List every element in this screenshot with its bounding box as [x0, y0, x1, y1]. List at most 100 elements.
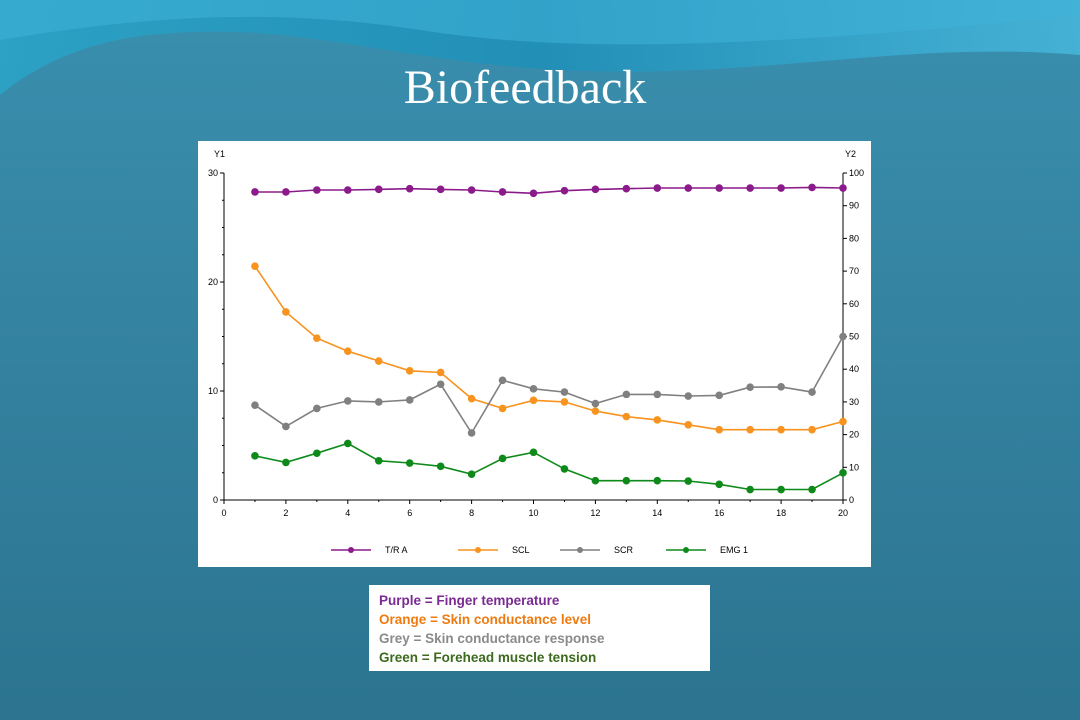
data-point [591, 476, 600, 485]
data-point [313, 334, 321, 342]
data-point [715, 184, 723, 192]
series-line [255, 186, 844, 195]
data-point [251, 401, 259, 409]
data-point [653, 184, 662, 192]
data-point [529, 385, 538, 393]
legend-label: SCR [614, 545, 634, 555]
legend-note-green: Green = Forehead muscle tension [379, 650, 597, 665]
legend-note-purple: Purple = Finger temperature [379, 593, 560, 608]
y2-tick-label: 60 [849, 299, 859, 309]
data-point [684, 184, 693, 192]
data-point [808, 183, 816, 192]
data-point [684, 420, 693, 429]
x-tick-label: 18 [776, 508, 786, 518]
data-point [313, 404, 321, 413]
data-point [467, 429, 476, 437]
data-point [374, 398, 383, 406]
data-point [715, 425, 723, 434]
data-point [436, 368, 445, 377]
data-point [313, 186, 321, 194]
data-point [374, 456, 383, 465]
data-point [684, 392, 693, 400]
y2-tick-label: 10 [849, 462, 859, 472]
data-point [591, 407, 600, 415]
data-point [777, 184, 785, 192]
y2-tick-label: 30 [849, 397, 859, 407]
data-point [622, 476, 631, 485]
legend-note-orange: Orange = Skin conductance level [379, 612, 591, 627]
x-tick-label: 2 [283, 508, 288, 518]
legend-swatch-marker [475, 547, 481, 553]
data-point [529, 396, 538, 405]
data-point [251, 188, 259, 196]
data-point [344, 397, 352, 405]
y2-axis-title: Y2 [845, 149, 856, 159]
data-point [777, 383, 785, 391]
legend-swatch-marker [577, 547, 583, 553]
data-point [622, 184, 631, 193]
legend-swatch-marker [683, 547, 689, 553]
line-chart: Y1 Y2 0 10 20 30 0 10 20 30 40 50 60 70 80 90 100 0 2 4 6 8 10… [208, 149, 864, 555]
data-point [282, 458, 290, 467]
data-point [746, 383, 754, 391]
legend-label: EMG 1 [720, 545, 748, 555]
y1-tick-label: 10 [208, 386, 218, 396]
data-point [529, 448, 538, 457]
y2-tick-label: 90 [849, 201, 859, 211]
data-point [498, 188, 507, 196]
data-point [591, 185, 600, 194]
slide-title: Biofeedback [403, 61, 647, 114]
data-point [498, 454, 507, 463]
data-point [251, 262, 259, 270]
data-point [777, 425, 785, 434]
data-point [405, 459, 414, 467]
x-tick-label: 4 [345, 508, 350, 518]
data-point [498, 404, 507, 413]
data-point [839, 417, 847, 426]
data-point [436, 380, 445, 389]
data-point [591, 399, 600, 408]
y2-tick-label: 20 [849, 430, 859, 440]
data-point [684, 477, 693, 485]
data-point [777, 485, 785, 494]
y2-tick-label: 80 [849, 233, 859, 243]
x-tick-label: 12 [590, 508, 600, 518]
data-point [560, 388, 569, 396]
data-point [653, 476, 662, 485]
color-legend-note: Purple = Finger temperature Orange = Ski… [369, 585, 710, 671]
data-point [839, 469, 847, 477]
legend-note-grey: Grey = Skin conductance response [379, 631, 605, 646]
x-tick-label: 0 [221, 508, 226, 518]
series-line [254, 265, 844, 431]
data-point [560, 465, 569, 473]
x-tick-label: 16 [714, 508, 724, 518]
data-point [746, 184, 754, 192]
y2-tick-label: 100 [849, 168, 864, 178]
data-point [436, 462, 445, 471]
legend-label: SCL [512, 545, 530, 555]
y2-tick-label: 50 [849, 332, 859, 342]
data-point [405, 367, 414, 375]
data-point [560, 398, 569, 406]
y1-tick-label: 20 [208, 277, 218, 287]
series-line [254, 336, 844, 435]
x-tick-label: 8 [469, 508, 474, 518]
data-point [405, 396, 414, 404]
data-point [622, 412, 631, 421]
y2-tick-label: 70 [849, 266, 859, 276]
data-point [436, 185, 445, 194]
y1-tick-label: 0 [213, 495, 218, 505]
data-point [467, 470, 476, 478]
header-wave-highlight [0, 0, 1080, 45]
data-point [746, 425, 754, 434]
data-point [344, 186, 352, 194]
y2-tick-label: 0 [849, 495, 854, 505]
y1-axis-title: Y1 [214, 149, 225, 159]
data-point [715, 391, 723, 400]
data-point [746, 485, 754, 494]
data-point [622, 390, 631, 399]
data-point [282, 422, 290, 431]
data-point [282, 308, 290, 316]
data-point [498, 376, 507, 385]
data-point [839, 332, 847, 341]
